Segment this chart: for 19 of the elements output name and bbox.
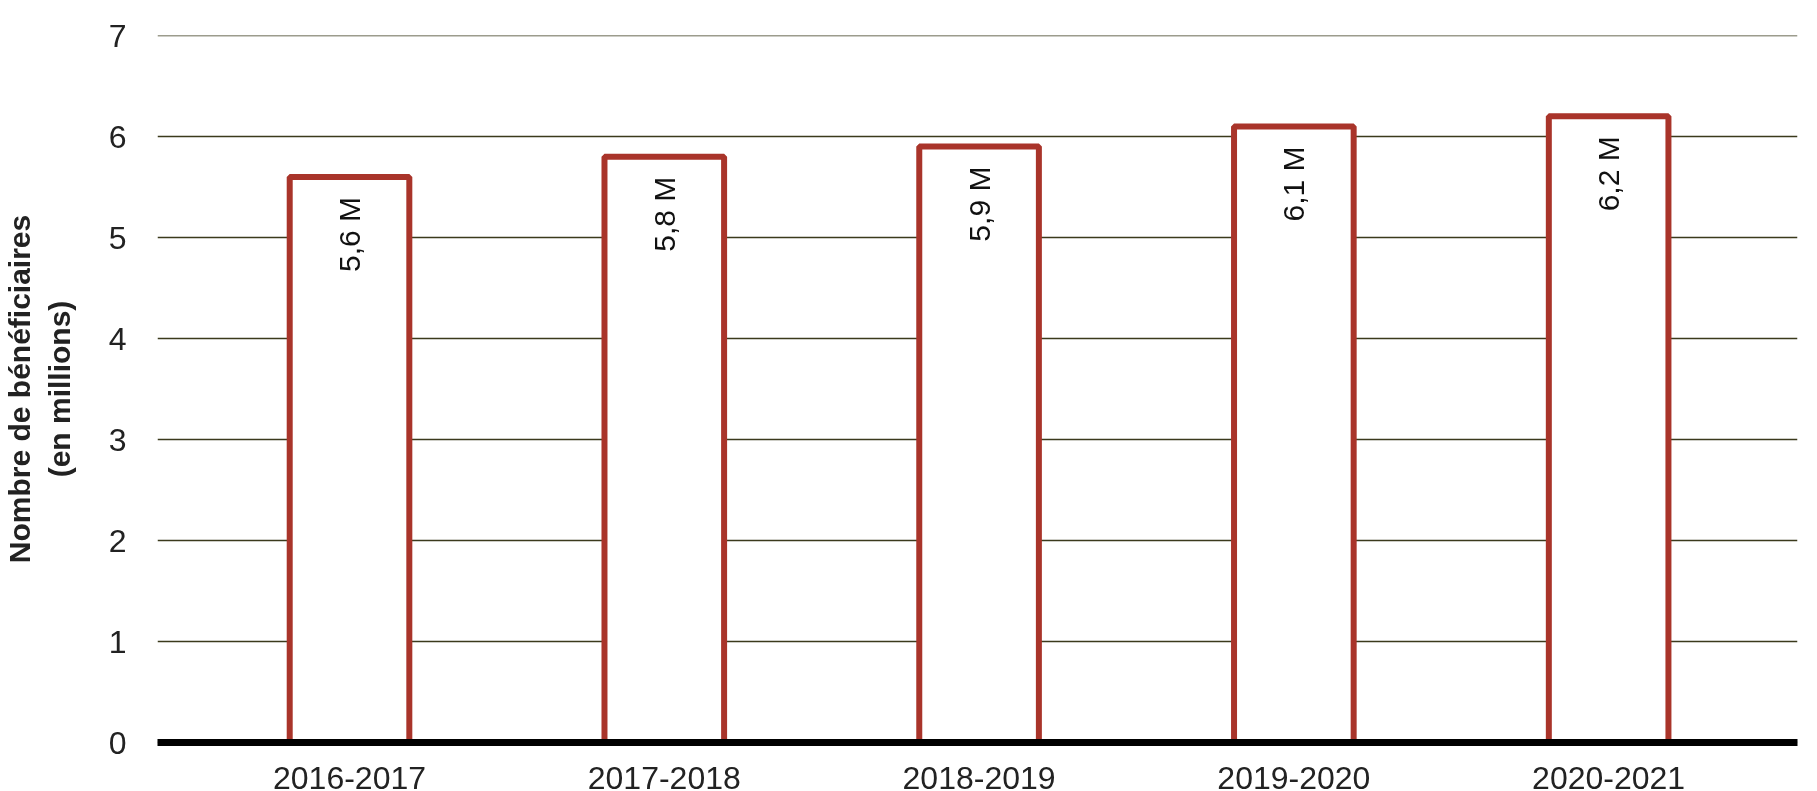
x-tick-label: 2016-2017 — [273, 759, 427, 791]
y-tick-label: 2 — [108, 522, 127, 559]
data-label: 6,1 M — [1277, 146, 1311, 222]
x-tick-label: 2020-2021 — [1532, 759, 1686, 791]
y-tick-label: 6 — [108, 118, 127, 155]
y-tick-label: 7 — [108, 17, 127, 54]
y-tick-label: 4 — [108, 320, 127, 357]
x-tick-label: 2017-2018 — [587, 759, 741, 791]
x-tick-label: 2018-2019 — [902, 759, 1056, 791]
data-label: 6,2 M — [1592, 136, 1626, 212]
data-label: 5,6 M — [333, 196, 367, 272]
data-label: 5,9 M — [962, 166, 996, 242]
y-axis-title: Nombre de bénéficiaires (en millions) — [3, 214, 76, 564]
data-label: 5,8 M — [647, 176, 681, 252]
y-tick-label: 3 — [108, 421, 127, 458]
y-tick-label: 0 — [108, 724, 127, 761]
y-tick-label: 5 — [108, 219, 127, 256]
x-tick-label: 2019-2020 — [1217, 759, 1371, 791]
y-tick-label: 1 — [108, 623, 127, 660]
